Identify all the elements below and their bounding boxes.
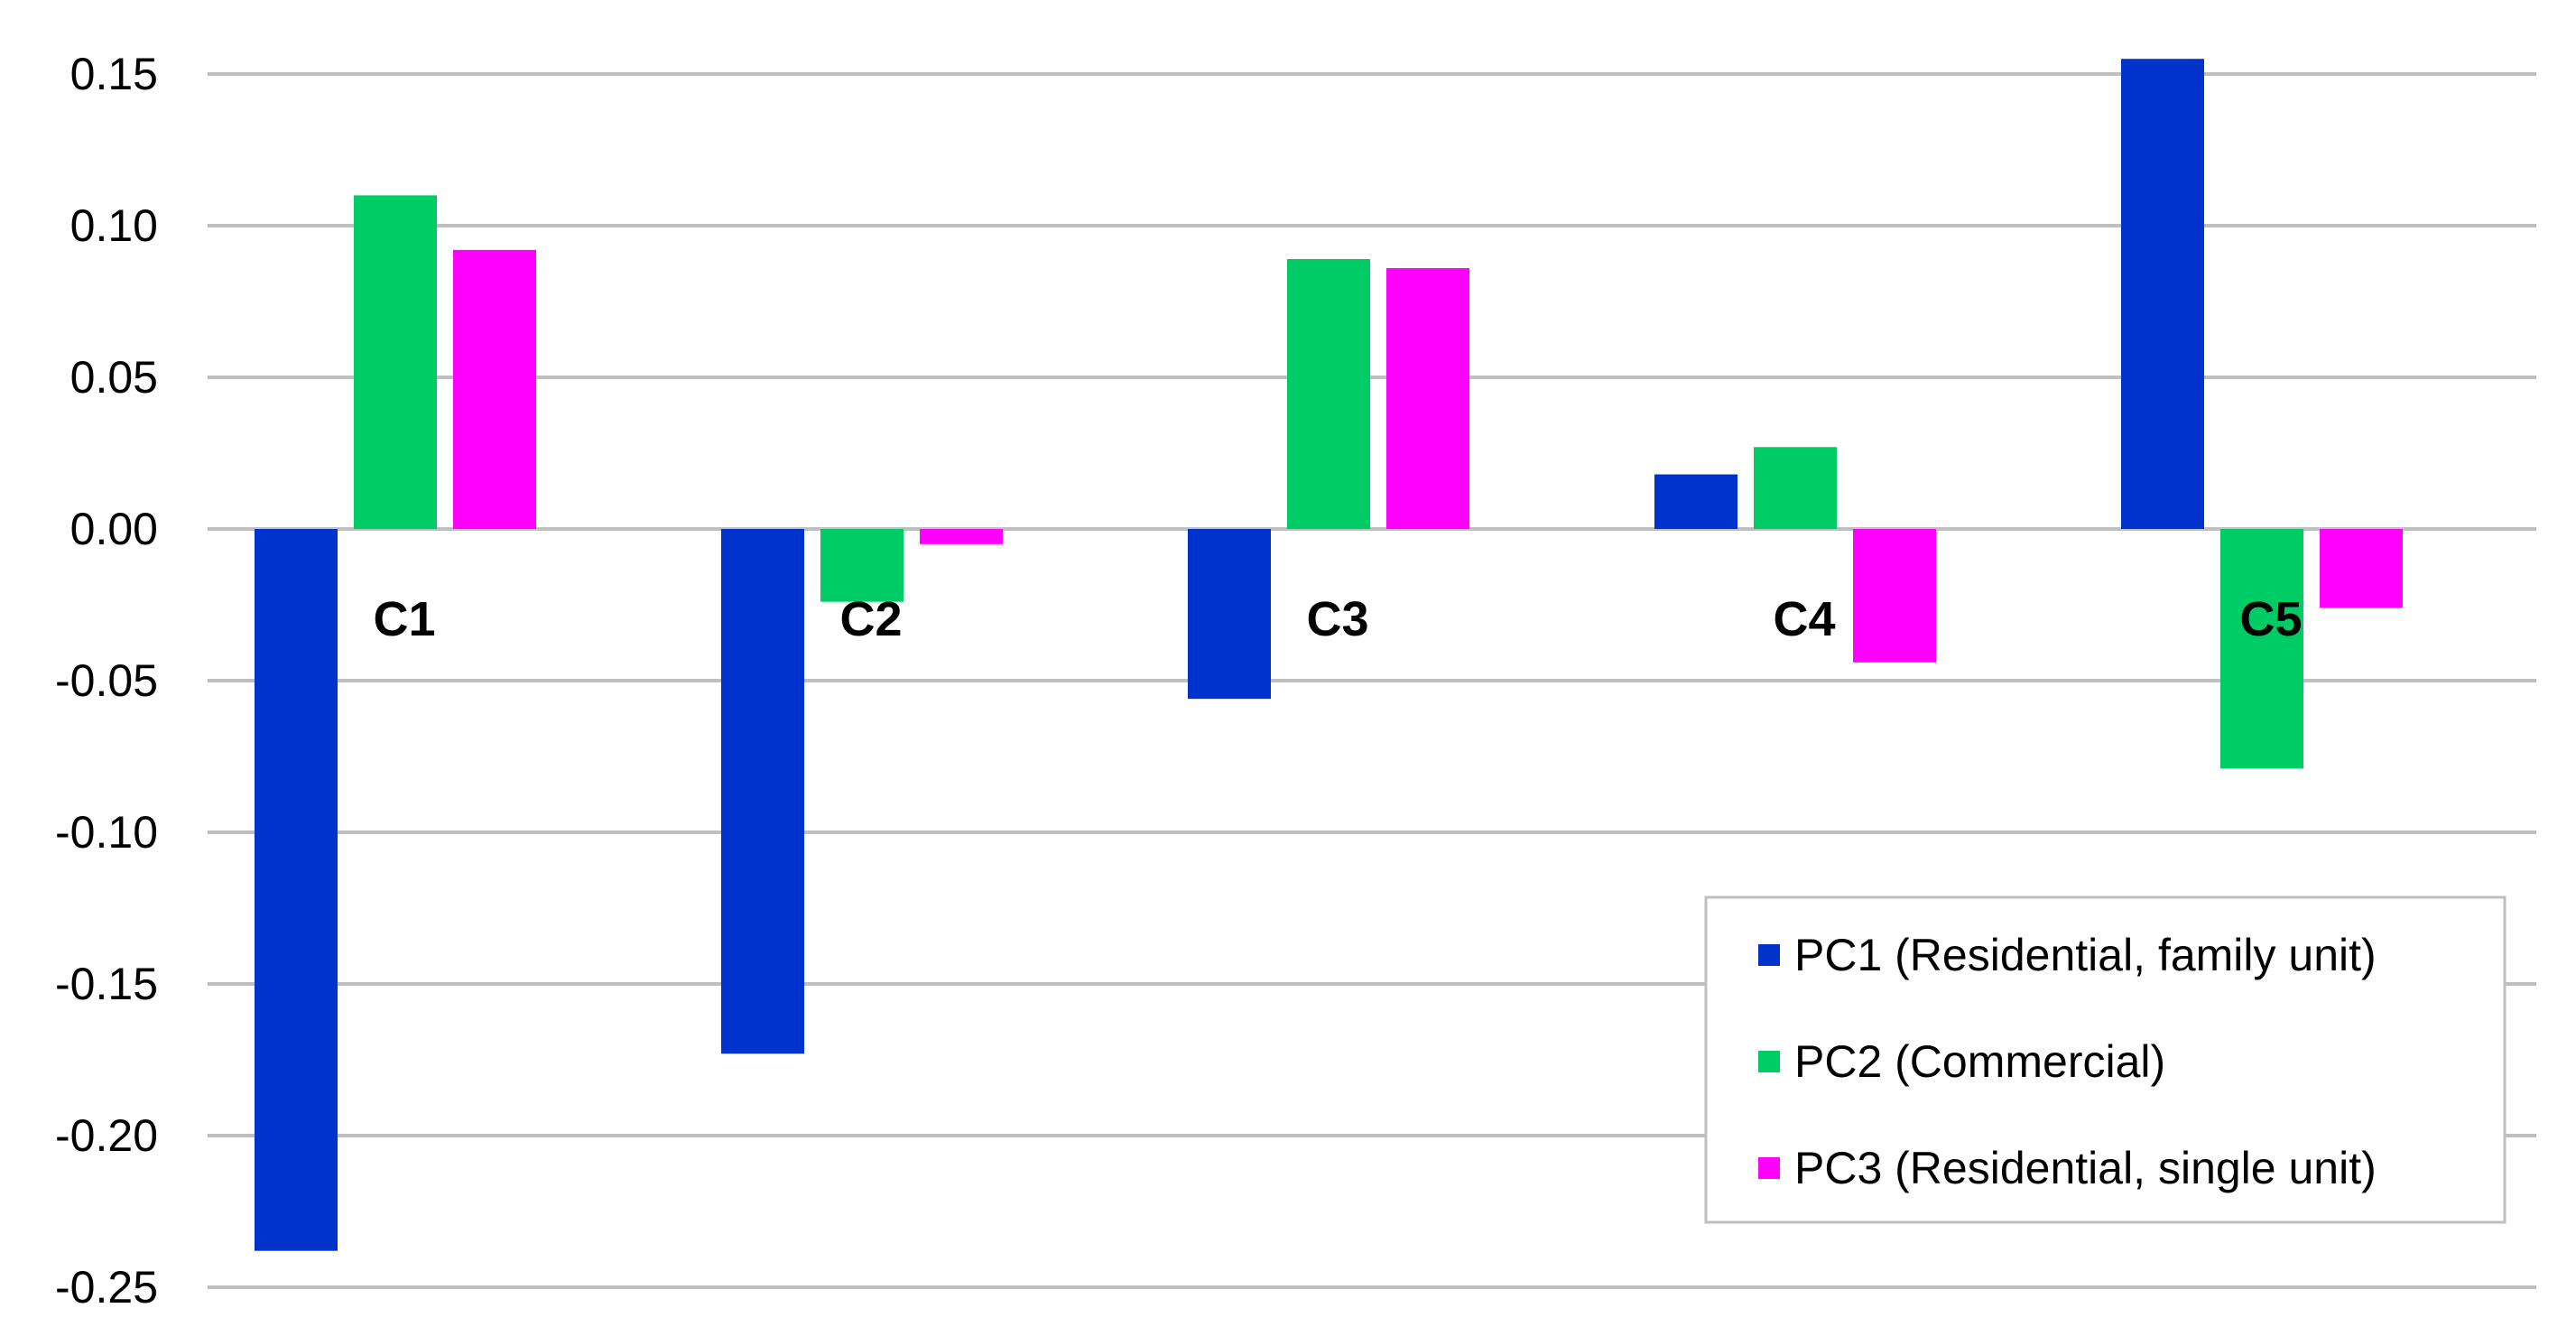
legend-swatch [1758,1051,1780,1072]
category-labels: C1 C2 C3 C4 C5 [373,592,2302,646]
y-tick-label: 0.10 [70,200,158,251]
bar-c3-series-2 [1287,258,1370,529]
bar-c5-series-1 [2121,59,2204,529]
legend: PC1 (Residential, family unit) PC2 (Comme… [1704,895,2507,1224]
bar-c5-series-2 [2220,529,2303,769]
legend-swatch [1758,944,1780,966]
bars [255,59,2403,1251]
bar-c2-series-2 [820,529,903,602]
category-label: C5 [2239,592,2302,646]
y-tick-label: -0.10 [55,807,158,858]
category-label: C3 [1306,592,1368,646]
gridlines [208,72,2536,1289]
bar-c3-series-1 [1188,529,1271,700]
legend-label: PC3 (Residential, single unit) [1794,1143,2377,1193]
y-tick-label: 0.05 [70,352,158,403]
category-label: C4 [1773,592,1835,646]
y-axis-tick-labels: 0.15 0.10 0.05 0.00 -0.05 -0.10 -0.15 -0.20 -0.2… [55,49,158,1313]
bar-c5-series-3 [2320,529,2403,608]
bar-c1-series-2 [354,195,437,529]
bar-c2-series-3 [920,529,1003,544]
y-tick-label: -0.15 [55,959,158,1009]
legend-label: PC2 (Commercial) [1794,1036,2165,1087]
y-tick-label: -0.25 [55,1262,158,1313]
legend-label: PC1 (Residential, family unit) [1794,930,2377,980]
bar-c4-series-2 [1754,447,1837,529]
bar-c1-series-3 [453,249,536,529]
legend-box [1704,895,2507,1224]
bar-c1-series-1 [255,529,338,1251]
category-label: C1 [373,592,435,646]
bar-c3-series-3 [1386,268,1469,529]
y-tick-label: -0.20 [55,1110,158,1161]
bar-c4-series-1 [1654,474,1737,529]
y-tick-label: 0.15 [70,49,158,99]
y-tick-label: -0.05 [55,655,158,706]
bar-c4-series-3 [1853,529,1936,663]
bar-c2-series-1 [721,529,804,1054]
category-label: C2 [839,592,902,646]
y-tick-label: 0.00 [70,504,158,554]
legend-swatch [1758,1157,1780,1179]
